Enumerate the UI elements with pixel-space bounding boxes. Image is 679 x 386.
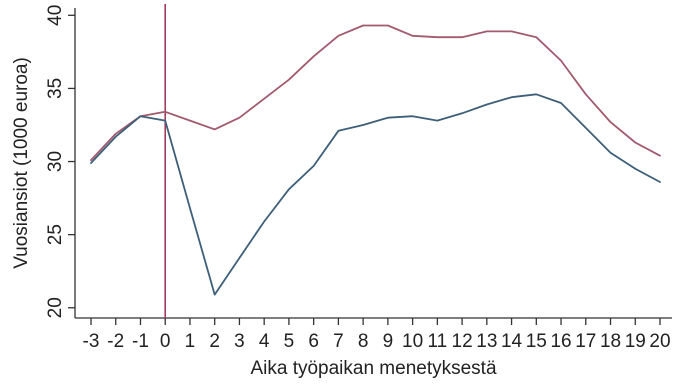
y-tick-label: 20 <box>45 297 66 318</box>
x-tick-label: -2 <box>107 331 124 352</box>
x-tick-label: 0 <box>160 331 171 352</box>
y-axis-title: Vuosiansiot (1000 euroa) <box>11 57 32 269</box>
x-tick-label: 10 <box>402 331 423 352</box>
series-line-1 <box>90 24 661 162</box>
x-tick-label: 4 <box>259 331 270 352</box>
x-tick-label: 7 <box>333 331 344 352</box>
x-tick-label: 16 <box>550 331 571 352</box>
x-tick-label: 14 <box>501 331 523 352</box>
x-tick-label: 17 <box>575 331 596 352</box>
x-tick-label: -3 <box>83 331 100 352</box>
x-tick-label: 11 <box>427 331 447 352</box>
y-tick-label: 25 <box>45 224 66 245</box>
x-tick-label: 2 <box>209 331 220 352</box>
series-line-2 <box>90 93 661 296</box>
x-tick-label: 20 <box>649 331 670 352</box>
y-tick-label: 35 <box>45 78 66 99</box>
y-axis-ticks: 20 25 30 35 40 <box>45 5 75 318</box>
x-tick-label: 12 <box>452 331 473 352</box>
x-tick-label: -1 <box>132 331 149 352</box>
x-tick-label: 1 <box>185 331 196 352</box>
y-tick-label: 40 <box>45 5 66 26</box>
x-tick-label: 5 <box>284 331 295 352</box>
x-tick-label: 6 <box>308 331 319 352</box>
x-axis-title: Aika työpaikan menetyksestä <box>250 358 497 379</box>
x-tick-label: 3 <box>234 331 245 352</box>
y-tick-label: 30 <box>45 151 66 172</box>
x-tick-label: 8 <box>358 331 369 352</box>
data-series <box>90 24 661 296</box>
x-tick-label: 9 <box>383 331 394 352</box>
x-tick-label: 13 <box>476 331 497 352</box>
x-tick-label: 15 <box>526 331 547 352</box>
x-tick-label: 19 <box>625 331 646 352</box>
x-tick-label: 18 <box>600 331 621 352</box>
x-axis-ticks: -3 -2 -1 0 1 2 3 4 5 6 7 8 9 10 11 12 13 14 15 16 17 18 19 20 <box>83 318 671 352</box>
